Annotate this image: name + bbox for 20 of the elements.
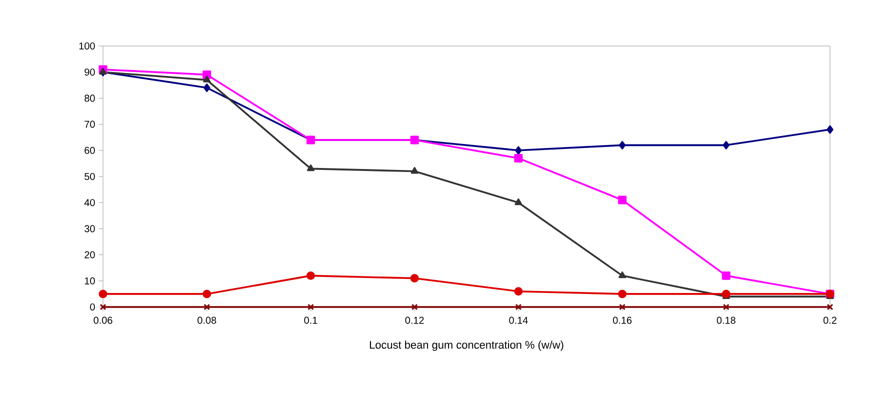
y-tick-label: 100 xyxy=(79,42,95,50)
y-tick-label: 20 xyxy=(84,251,95,258)
y-tick-label: 10 xyxy=(84,277,95,284)
x-tick-label: 0.2 xyxy=(823,316,836,324)
y-tick-label: 40 xyxy=(84,199,95,206)
x-tick-label: 0.06 xyxy=(94,316,112,324)
x-tick-label: 0.12 xyxy=(405,316,424,324)
x-tick-label: 0.08 xyxy=(198,316,216,324)
y-tick-label: 70 xyxy=(84,120,95,128)
x-axis-title: Locust bean gum concentration % (w/w) xyxy=(370,340,564,351)
y-tick-label: 30 xyxy=(84,225,95,232)
y-tick-label: 80 xyxy=(84,94,95,102)
x-tick-label: 0.14 xyxy=(509,316,528,324)
y-tick-label: 60 xyxy=(84,146,95,154)
x-tick-label: 0.18 xyxy=(716,316,736,324)
y-tick-label: 0 xyxy=(90,303,95,311)
y-tick-label: 90 xyxy=(84,68,95,76)
y-tick-label: 50 xyxy=(84,172,95,180)
x-tick-label: 0.1 xyxy=(304,316,318,324)
x-tick-label: 0.16 xyxy=(612,316,632,324)
